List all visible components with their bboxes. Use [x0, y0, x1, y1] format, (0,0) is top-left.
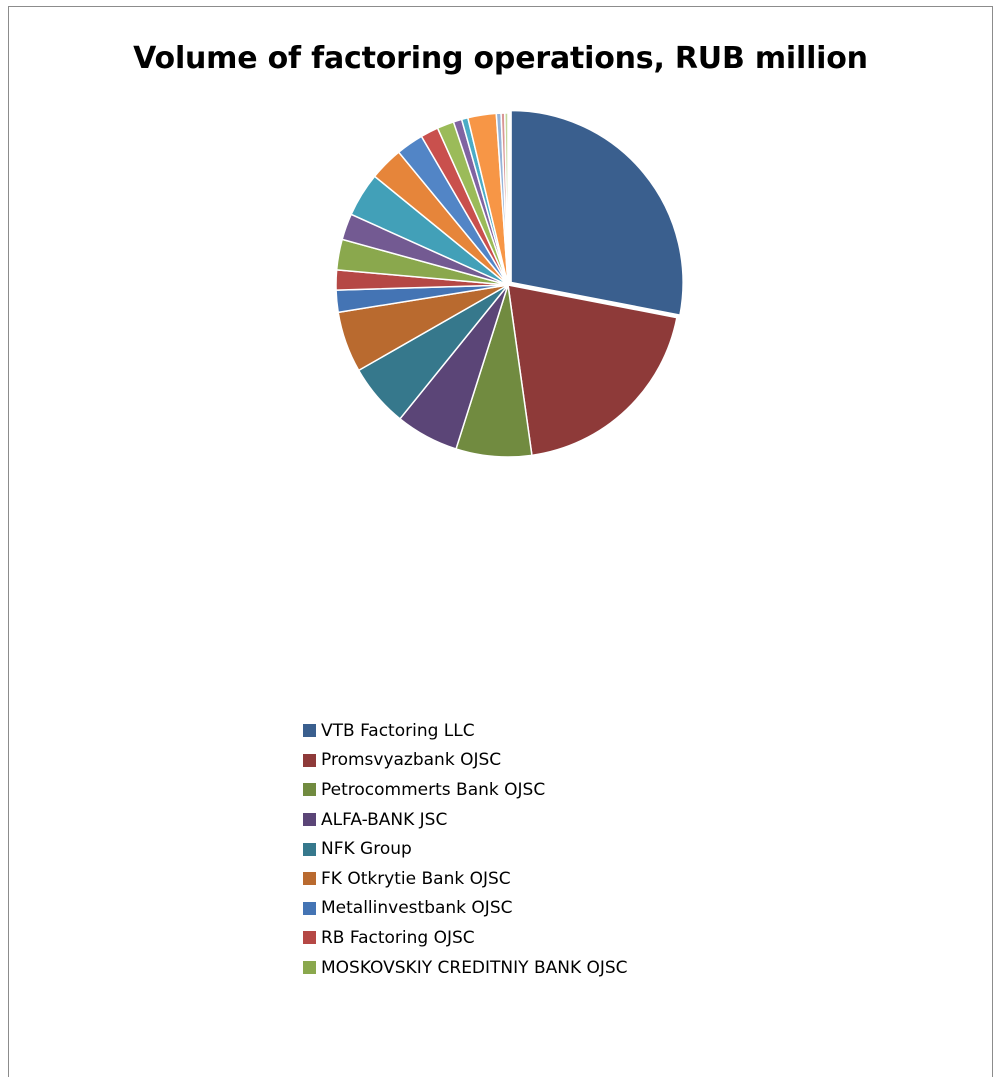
legend-item: FK Otkrytie Bank OJSC [303, 864, 628, 894]
chart-legend: VTB Factoring LLC Promsvyazbank OJSC Petro… [303, 716, 628, 982]
legend-label: FK Otkrytie Bank OJSC [321, 868, 511, 889]
legend-swatch [303, 724, 316, 738]
legend-swatch [303, 901, 316, 915]
legend-swatch [303, 842, 316, 856]
legend-swatch [303, 931, 316, 945]
pie-slice-1 [510, 109, 684, 316]
pie-slice-21 [504, 112, 509, 286]
pie-slice-2 [507, 284, 678, 457]
legend-item: NFK Group [303, 834, 628, 864]
legend-label: ALFA-BANK JSC [321, 809, 448, 830]
legend-label: MOSKOVSKIY CREDITNIY BANK OJSC [321, 957, 628, 978]
legend-swatch [303, 872, 316, 886]
legend-label: Metallinvestbank OJSC [321, 898, 513, 919]
legend-item: MOSKOVSKIY CREDITNIY BANK OJSC [303, 953, 628, 983]
legend-label: RB Factoring OJSC [321, 927, 475, 948]
legend-item: Petrocommerts Bank OJSC [303, 775, 628, 805]
legend-swatch [303, 813, 316, 827]
legend-item: ALFA-BANK JSC [303, 805, 628, 835]
chart-title: Volume of factoring operations, RUB mill… [133, 41, 868, 76]
legend-item: Promsvyazbank OJSC [303, 746, 628, 776]
legend-label: Promsvyazbank OJSC [321, 750, 502, 771]
legend-item: Metallinvestbank OJSC [303, 894, 628, 924]
legend-label: VTB Factoring LLC [321, 720, 475, 741]
pie-chart [335, 109, 684, 458]
legend-item: RB Factoring OJSC [303, 923, 628, 953]
legend-item: VTB Factoring LLC [303, 716, 628, 746]
legend-swatch [303, 961, 316, 975]
legend-label: Petrocommerts Bank OJSC [321, 779, 546, 800]
legend-swatch [303, 783, 316, 797]
legend-label: NFK Group [321, 839, 412, 860]
legend-swatch [303, 753, 316, 767]
